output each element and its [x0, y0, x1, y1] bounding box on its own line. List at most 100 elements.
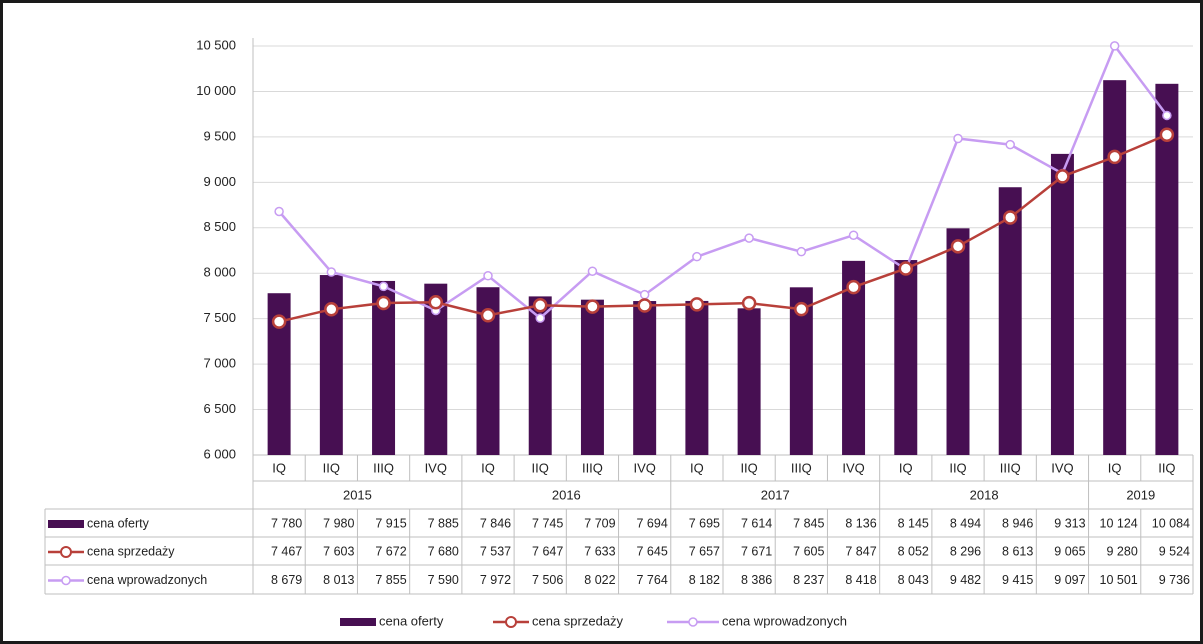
table-value: 7 845 [793, 516, 824, 530]
x-tick-label: IQ [899, 460, 913, 475]
table-value: 7 657 [689, 544, 720, 558]
marker [376, 295, 391, 311]
table-value: 9 065 [1054, 544, 1085, 558]
marker [1159, 127, 1175, 142]
marker [1055, 169, 1070, 184]
bar [528, 296, 552, 455]
marker [741, 295, 757, 311]
bar [685, 300, 709, 455]
marker [532, 298, 548, 313]
legend-key [60, 546, 72, 558]
table-value: 8 052 [898, 544, 929, 558]
table-value: 7 846 [480, 516, 511, 530]
y-tick-label: 7 500 [203, 310, 236, 325]
bar [319, 275, 343, 455]
table-value: 10 501 [1100, 573, 1138, 587]
bar [842, 260, 866, 455]
y-tick-label: 8 000 [203, 265, 236, 280]
x-tick-label: IVQ [1051, 460, 1073, 475]
table-value: 7 745 [532, 516, 563, 530]
table-value: 7 603 [323, 544, 354, 558]
table-value: 7 605 [793, 544, 824, 558]
table-value: 7 506 [532, 573, 563, 587]
marker [848, 230, 859, 240]
year-label: 2019 [1126, 487, 1155, 502]
table-value: 9 097 [1054, 573, 1085, 587]
y-tick-label: 8 500 [203, 219, 236, 234]
table-value: 8 043 [898, 573, 929, 587]
bar [737, 308, 761, 455]
marker [271, 314, 287, 329]
table-value: 8 386 [741, 573, 772, 587]
x-tick-label: IQ [690, 460, 704, 475]
y-tick-label: 9 000 [203, 174, 236, 189]
bar [789, 287, 813, 455]
table-value: 9 313 [1054, 516, 1085, 530]
legend-key [340, 618, 376, 626]
bar [1050, 153, 1074, 455]
y-tick-label: 9 500 [203, 128, 236, 143]
marker [378, 281, 389, 292]
legend-key [61, 575, 71, 586]
table-value: 7 645 [636, 544, 667, 558]
bar [267, 293, 291, 455]
bar [633, 301, 657, 455]
bar [1155, 83, 1179, 455]
x-tick-label: IIQ [532, 460, 549, 475]
table-value: 8 022 [584, 573, 615, 587]
table-series-name: cena wprowadzonych [87, 573, 207, 587]
table-value: 7 647 [532, 544, 563, 558]
table-value: 8 182 [689, 573, 720, 587]
marker [480, 308, 496, 323]
table-value: 10 084 [1152, 516, 1190, 530]
x-tick-label: IVQ [633, 460, 655, 475]
line [278, 133, 1168, 323]
table-value: 7 680 [428, 544, 459, 558]
line [278, 43, 1168, 320]
table-value: 9 524 [1159, 544, 1190, 558]
table-value: 9 280 [1106, 544, 1137, 558]
table-value: 7 537 [480, 544, 511, 558]
x-tick-label: IVQ [842, 460, 864, 475]
marker [324, 302, 339, 317]
table-value: 7 915 [375, 516, 406, 530]
marker [637, 298, 652, 313]
table-value: 8 418 [845, 573, 876, 587]
table-value: 8 946 [1002, 516, 1033, 530]
marker [692, 251, 702, 262]
x-tick-label: IIQ [740, 460, 757, 475]
table-value: 7 671 [741, 544, 772, 558]
x-tick-label: IIQ [323, 460, 340, 475]
marker [744, 233, 754, 243]
table-value: 7 855 [375, 573, 406, 587]
y-tick-label: 6 000 [203, 446, 236, 461]
legend-label: cena oferty [379, 613, 444, 628]
table-value: 8 296 [950, 544, 981, 558]
table-value: 7 764 [636, 573, 667, 587]
x-tick-label: IIIQ [582, 460, 603, 475]
legend-label: cena sprzedaży [532, 613, 624, 628]
y-tick-label: 6 500 [203, 401, 236, 416]
table-value: 7 672 [375, 544, 406, 558]
marker [689, 297, 705, 312]
table-value: 8 679 [271, 573, 302, 587]
y-tick-label: 10 000 [196, 83, 236, 98]
table-value: 7 980 [323, 516, 354, 530]
marker [535, 313, 545, 323]
year-label: 2015 [343, 487, 372, 502]
table-value: 9 415 [1002, 573, 1033, 587]
x-tick-label: IQ [1108, 460, 1122, 475]
bar [1103, 80, 1127, 455]
legend-label: cena wprowadzonych [722, 613, 847, 628]
marker [898, 261, 914, 276]
table-value: 7 633 [584, 544, 615, 558]
year-label: 2017 [761, 487, 790, 502]
marker [950, 239, 966, 254]
x-tick-label: IIQ [1158, 460, 1175, 475]
x-tick-label: IIQ [949, 460, 966, 475]
table-value: 9 736 [1159, 573, 1190, 587]
table-value: 8 237 [793, 573, 824, 587]
bar [372, 280, 396, 455]
x-tick-label: IIIQ [1000, 460, 1021, 475]
